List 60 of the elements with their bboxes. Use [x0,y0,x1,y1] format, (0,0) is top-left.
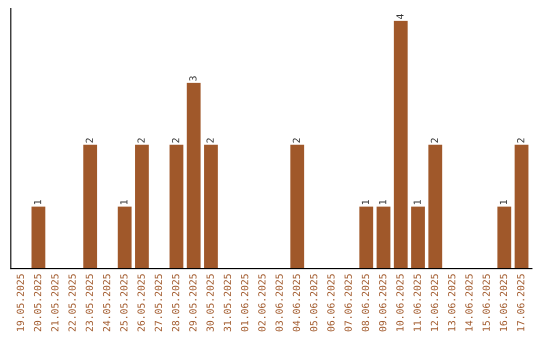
x-tick-label: 27.05.2025 [154,274,162,332]
data-label: 2 [86,138,93,143]
x-tick-label: 17.06.2025 [517,274,524,331]
bar [170,144,184,269]
x-tick-label: 13.06.2025 [448,274,456,331]
x-tick-label: 09.06.2025 [379,274,386,332]
x-tick-label: 21.05.2025 [51,274,59,332]
x-tick-label: 20.05.2025 [34,274,42,332]
data-label: 1 [34,200,42,204]
bar [411,206,425,269]
bar [135,144,149,269]
x-tick-label: 30.05.2025 [206,274,214,332]
data-label: 1 [500,200,507,204]
bar [186,82,201,269]
bar [83,144,98,269]
data-label: 2 [517,138,524,143]
x-tick-label: 11.06.2025 [414,274,421,331]
x-tick-label: 25.05.2025 [120,274,128,332]
bar [359,206,374,269]
x-tick-label: 16.06.2025 [500,274,508,331]
data-label: 1 [362,200,369,204]
x-tick-label: 07.06.2025 [344,274,352,332]
x-tick-label: 22.05.2025 [68,274,76,332]
bar [394,20,408,269]
bar [204,144,218,269]
bar [428,144,442,269]
data-label: 2 [206,138,214,143]
x-tick-label: 31.05.2025 [224,274,232,332]
bar [376,206,390,269]
data-label: 3 [189,76,197,81]
x-tick-label: 08.06.2025 [362,274,370,332]
data-label: 2 [292,138,300,143]
bar [497,206,512,269]
bar [32,206,46,269]
x-tick-label: 10.06.2025 [396,274,404,331]
data-label: 1 [120,200,128,204]
x-tick-label: 19.05.2025 [16,274,24,331]
x-tick-label: 02.06.2025 [258,274,266,332]
x-tick-label: 26.05.2025 [137,274,145,332]
x-tick-label: 28.05.2025 [172,274,180,332]
data-label: 2 [172,138,180,143]
x-tick-label: 23.05.2025 [86,274,94,332]
x-tick-label: 12.06.2025 [430,274,438,331]
data-label: 2 [137,138,145,143]
x-tick-label: 29.05.2025 [189,274,197,332]
x-tick-label: 05.06.2025 [310,274,318,332]
data-label: 4 [396,14,404,20]
bar [290,144,304,269]
x-tick-label: 14.06.2025 [465,274,473,331]
x-tick-label: 24.05.2025 [102,274,110,332]
x-tick-label: 03.06.2025 [275,274,283,332]
x-tick-label: 15.06.2025 [482,274,490,331]
bar [118,206,132,269]
data-label: 1 [379,200,386,204]
data-label: 2 [430,138,438,143]
bar [514,144,528,269]
data-label: 1 [414,200,421,204]
x-tick-label: 06.06.2025 [327,274,335,332]
x-tick-label: 04.06.2025 [292,274,300,332]
x-tick-label: 01.06.2025 [240,274,248,332]
